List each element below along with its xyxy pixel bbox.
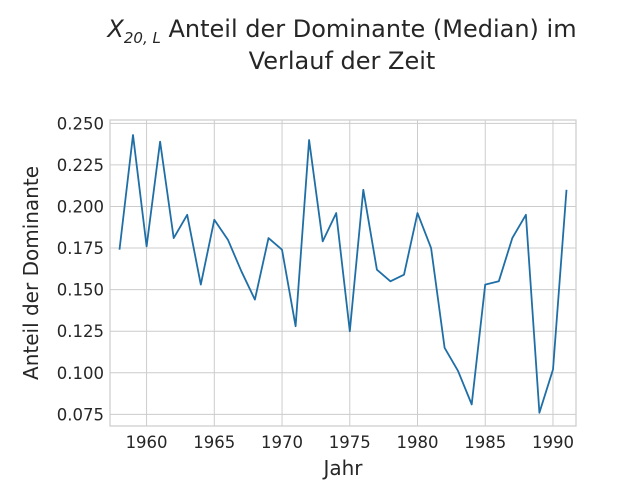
y-tick-label: 0.225 bbox=[57, 156, 104, 175]
x-tick-label: 1960 bbox=[126, 433, 168, 452]
y-tick-label: 0.125 bbox=[57, 322, 104, 341]
series-layer bbox=[118, 134, 568, 414]
chart-title-line-1: X20, L Anteil der Dominante (Median) im bbox=[105, 15, 576, 47]
x-tick-label: 1985 bbox=[464, 433, 506, 452]
x-axis-label: Jahr bbox=[321, 456, 363, 480]
chart-title-math-subscript: 20, L bbox=[124, 29, 161, 47]
y-tick-label: 0.150 bbox=[57, 281, 104, 300]
y-tick-label: 0.100 bbox=[57, 364, 104, 383]
y-tick-label: 0.200 bbox=[57, 197, 104, 216]
chart-title-math-base: X bbox=[105, 15, 124, 43]
grid-lines bbox=[110, 120, 576, 426]
y-tick-labels: 0.075 0.100 0.125 0.150 0.175 0.200 0.225 0.250 bbox=[57, 114, 104, 424]
y-tick-label: 0.175 bbox=[57, 239, 104, 258]
chart-title-line-2: Verlauf der Zeit bbox=[249, 47, 436, 75]
plot-area-frame bbox=[109, 119, 577, 427]
x-tick-label: 1975 bbox=[329, 433, 371, 452]
x-tick-labels: 1960 1965 1970 1975 1980 1985 1990 bbox=[126, 433, 574, 452]
series-line bbox=[118, 134, 568, 414]
x-tick-label: 1980 bbox=[397, 433, 439, 452]
y-tick-label: 0.075 bbox=[57, 405, 104, 424]
chart-title-rest: Anteil der Dominante (Median) im bbox=[161, 15, 577, 43]
y-tick-label: 0.250 bbox=[57, 114, 104, 133]
y-axis-label: Anteil der Dominante bbox=[19, 166, 43, 380]
x-tick-label: 1970 bbox=[261, 433, 303, 452]
x-tick-label: 1965 bbox=[193, 433, 235, 452]
x-tick-label: 1990 bbox=[532, 433, 574, 452]
